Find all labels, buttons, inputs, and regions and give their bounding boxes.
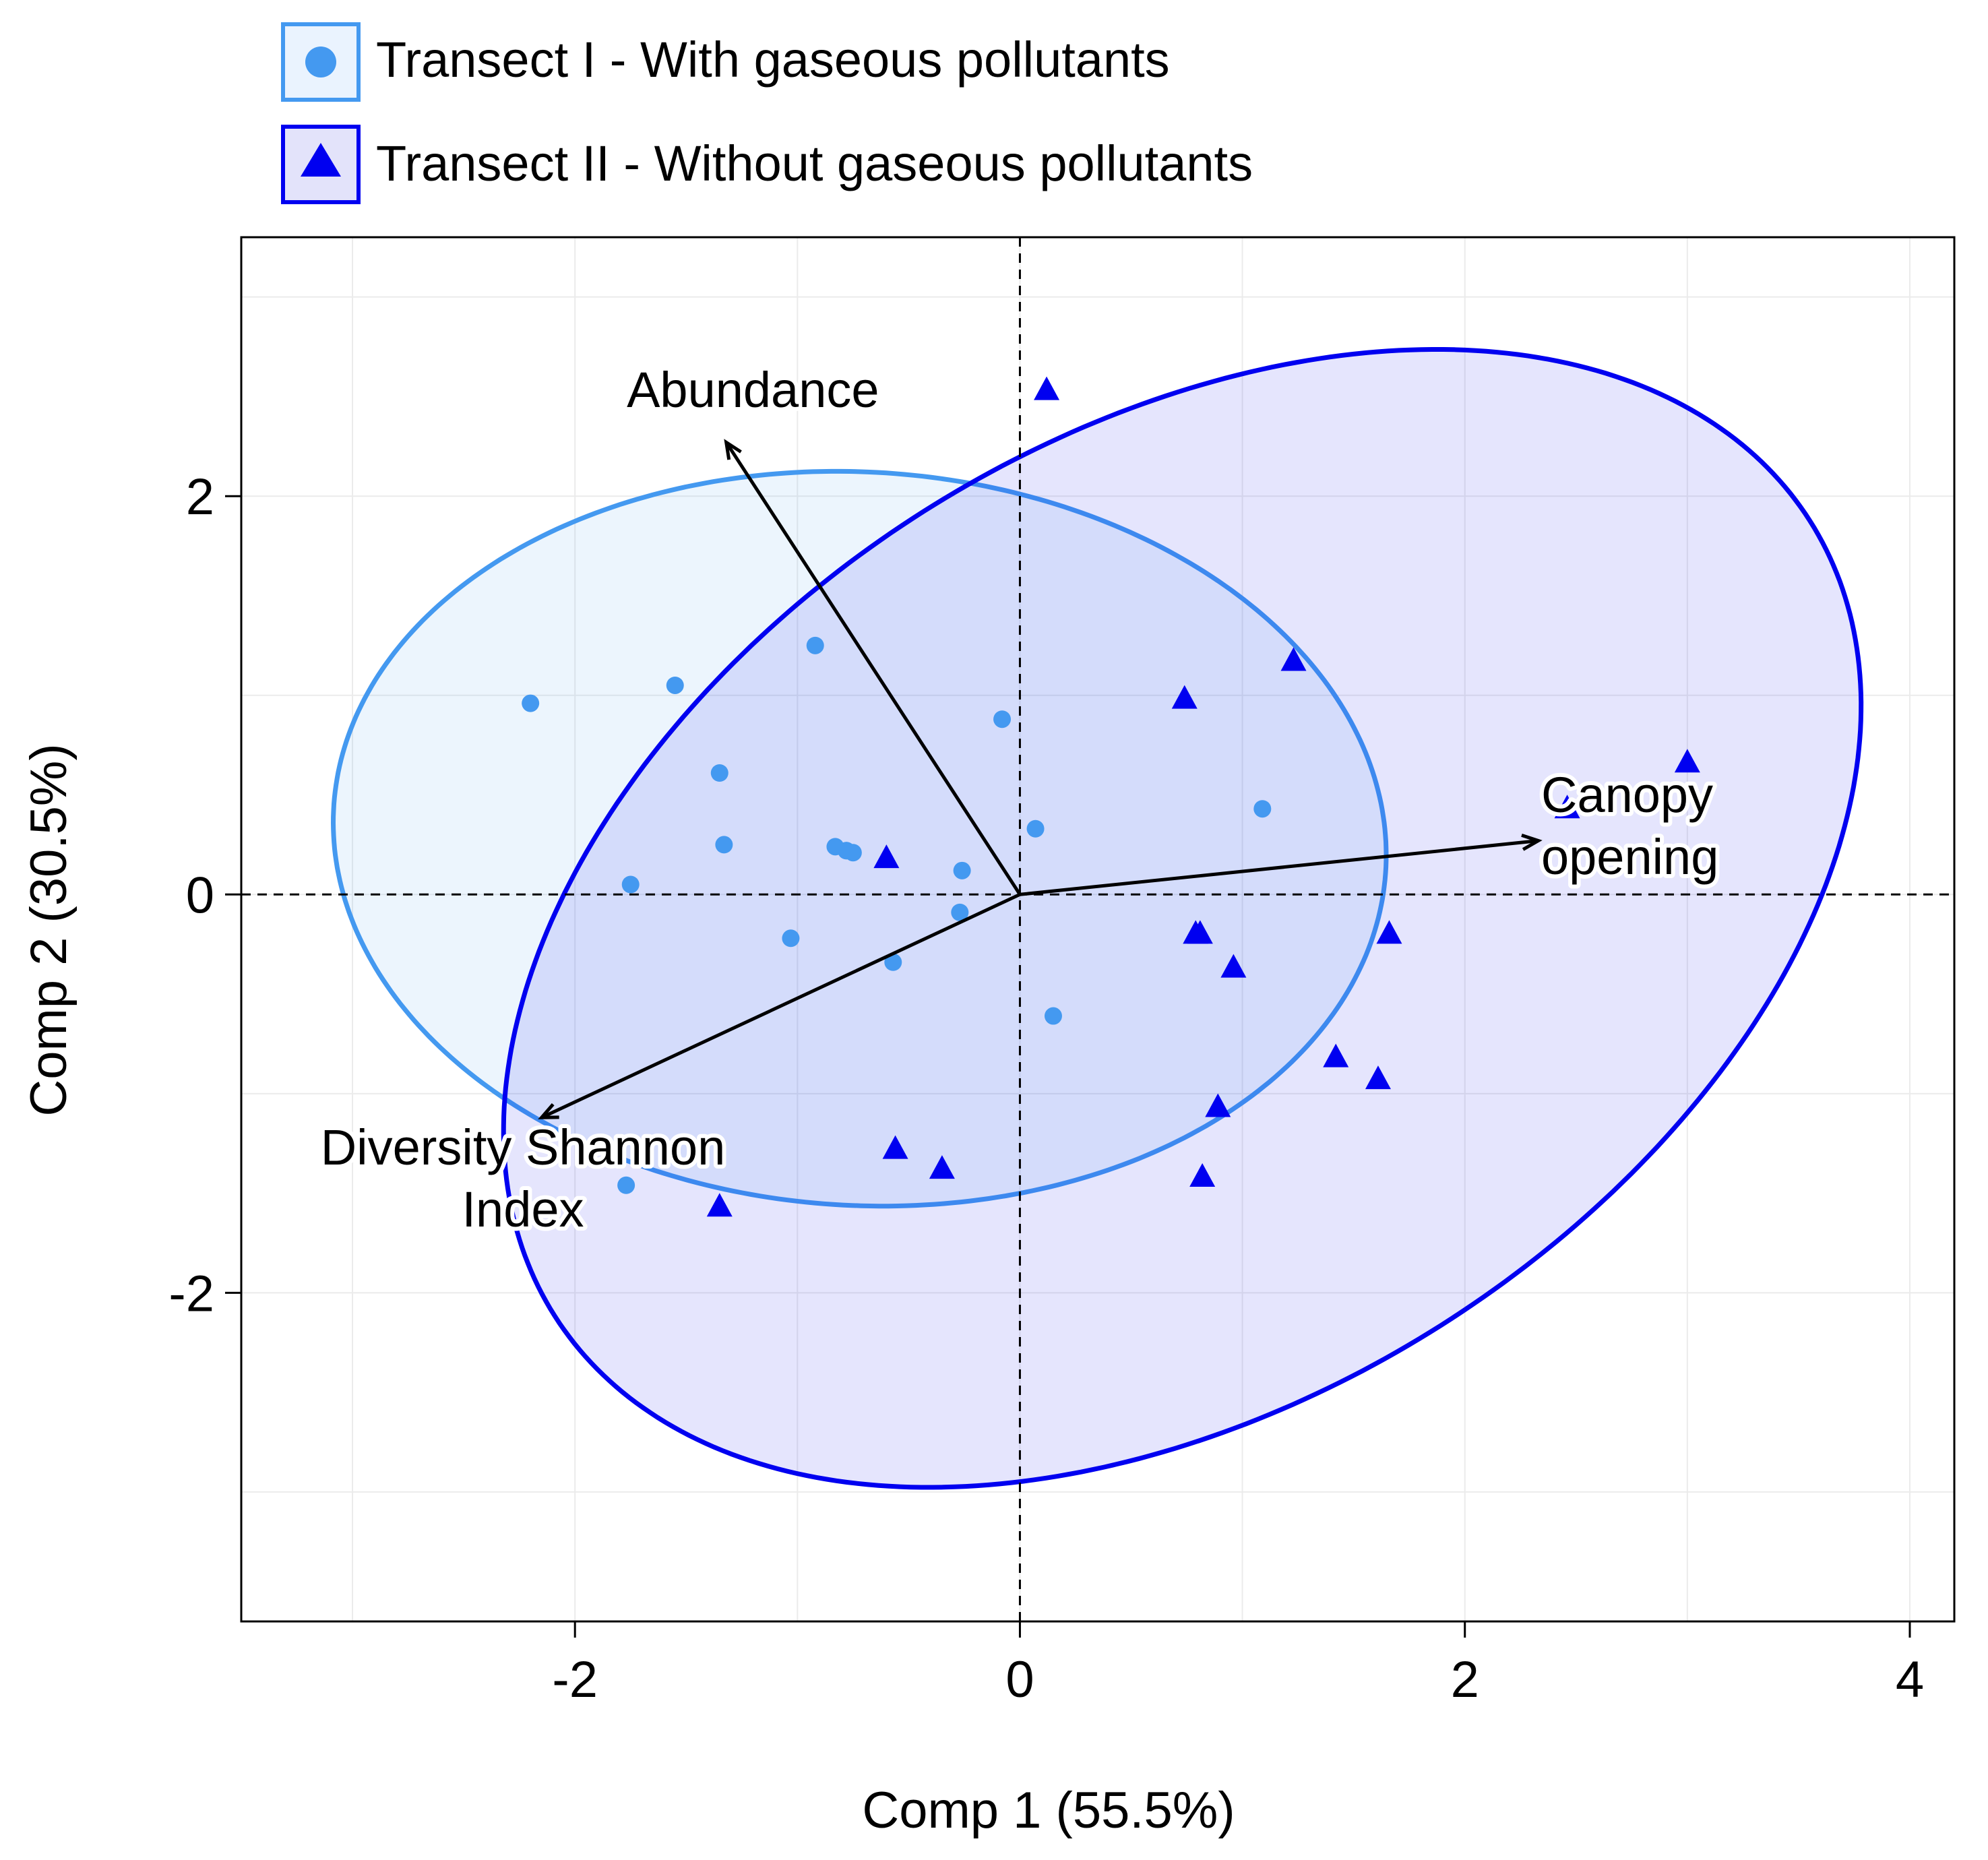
legend-marker-circle bbox=[305, 46, 336, 78]
point-triangle bbox=[1554, 795, 1580, 819]
point-triangle bbox=[1220, 954, 1247, 978]
point-circle bbox=[782, 929, 800, 948]
loading-label-line: Diversity Shannon bbox=[321, 1119, 726, 1175]
point-triangle bbox=[882, 1135, 908, 1159]
y-tick-label: 2 bbox=[186, 468, 214, 526]
point-circle bbox=[806, 636, 824, 654]
loading-label-line: opening bbox=[1541, 829, 1718, 885]
point-triangle bbox=[1280, 647, 1307, 671]
point-triangle bbox=[1034, 376, 1060, 400]
point-circle bbox=[844, 844, 862, 862]
point-circle bbox=[666, 676, 684, 694]
plot-frame bbox=[240, 236, 1956, 1623]
loading-arrow-line bbox=[1020, 838, 1539, 896]
point-triangle bbox=[1365, 1065, 1391, 1090]
y-tick-label: -2 bbox=[168, 1265, 214, 1322]
loading-label-line: Abundance bbox=[627, 362, 879, 418]
loading-arrow-head bbox=[1521, 834, 1543, 851]
loading-labels: Abundance Canopy opening Diversity Shannon I… bbox=[317, 358, 1723, 1241]
point-circle bbox=[1026, 819, 1045, 838]
point-circle bbox=[993, 710, 1012, 728]
ellipses bbox=[330, 347, 1864, 1490]
point-triangle bbox=[706, 1193, 733, 1217]
x-tick-label: 4 bbox=[1896, 1651, 1924, 1708]
y-axis-label: Comp 2 (30.5%) bbox=[20, 743, 77, 1116]
points bbox=[522, 376, 1700, 1217]
x-tick-label: 2 bbox=[1451, 1651, 1479, 1708]
point-circle bbox=[884, 953, 902, 971]
loading-arrow-line bbox=[540, 893, 1021, 1119]
loading-arrow-line bbox=[724, 441, 1022, 896]
point-circle bbox=[1044, 1007, 1062, 1025]
point-triangle bbox=[1205, 1093, 1231, 1117]
point-circle bbox=[617, 1176, 635, 1194]
point-triangle bbox=[873, 844, 900, 869]
axis-ticks: -2 0 2 4 -2 0 2 bbox=[168, 468, 1924, 1708]
loading-label-line: Canopy bbox=[1541, 767, 1713, 823]
legend-label-transect-1: Transect I - With gaseous pollutants bbox=[376, 32, 1170, 88]
loading-label: Abundance bbox=[627, 362, 879, 418]
loading-arrow-head bbox=[538, 1103, 559, 1119]
legend-key-transect-1 bbox=[281, 22, 361, 102]
legend-label-transect-2: Transect II - Without gaseous pollutants bbox=[376, 135, 1253, 191]
loading-arrow-head bbox=[724, 439, 742, 460]
legend: Transect I - With gaseous pollutants Tra… bbox=[281, 22, 1253, 204]
grid bbox=[241, 237, 1954, 1621]
point-circle bbox=[621, 875, 640, 894]
x-tick-label: -2 bbox=[552, 1651, 598, 1708]
loading-label: Canopy opening bbox=[1541, 767, 1718, 885]
legend-marker-triangle bbox=[301, 143, 341, 177]
point-circle bbox=[951, 903, 969, 921]
point-triangle bbox=[1674, 749, 1700, 773]
loading-label-line: Index bbox=[462, 1181, 584, 1237]
x-tick-label: 0 bbox=[1005, 1651, 1034, 1708]
point-circle bbox=[522, 694, 540, 712]
point-triangle bbox=[1323, 1043, 1349, 1067]
point-circle bbox=[715, 836, 733, 854]
confidence-ellipse-transect-2 bbox=[501, 347, 1864, 1490]
point-triangle bbox=[1189, 1162, 1216, 1187]
point-circle bbox=[710, 764, 728, 782]
x-axis-label: Comp 1 (55.5%) bbox=[862, 1782, 1235, 1839]
reference-lines bbox=[241, 237, 1954, 1621]
confidence-ellipse-transect-1 bbox=[330, 468, 1389, 1209]
loading-label: Diversity Shannon Index bbox=[321, 1119, 726, 1237]
point-circle bbox=[953, 861, 971, 879]
loading-arrows bbox=[538, 439, 1543, 1119]
point-triangle bbox=[1171, 685, 1198, 709]
point-triangle bbox=[1376, 920, 1402, 944]
y-tick-label: 0 bbox=[186, 867, 214, 924]
point-circle bbox=[1253, 800, 1272, 818]
point-triangle bbox=[1187, 920, 1213, 944]
point-triangle bbox=[929, 1155, 955, 1179]
